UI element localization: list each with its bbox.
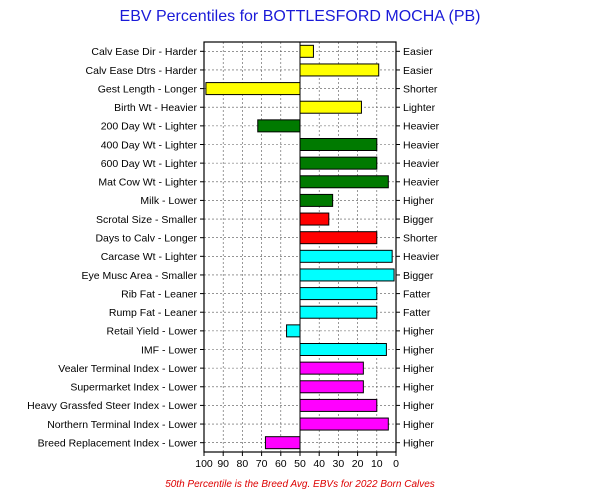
trait-left-label: Scrotal Size - Smaller [96, 214, 197, 226]
trait-bar [299, 343, 387, 356]
trait-right-label: Higher [403, 363, 434, 375]
trait-bar [299, 138, 378, 151]
trait-left-label: Retail Yield - Lower [107, 326, 198, 338]
x-tick-label: 50 [294, 458, 306, 470]
trait-right-label: Fatter [403, 307, 431, 319]
x-tick-label: 60 [275, 458, 287, 470]
trait-right-label: Heavier [403, 177, 440, 189]
right-labels: Easier Easier Shorter Lighter Heavier Heavier… [396, 46, 440, 449]
trait-left-label: Mat Cow Wt - Lighter [98, 177, 197, 189]
trait-right-label: Higher [403, 382, 434, 394]
trait-bar [299, 212, 330, 226]
trait-left-label: Rump Fat - Leaner [109, 307, 198, 319]
trait-right-label: Easier [403, 46, 433, 58]
trait-bar [299, 156, 378, 170]
trait-bar [299, 249, 393, 263]
trait-left-label: Days to Calv - Longer [95, 232, 197, 244]
trait-right-label: Heavier [403, 251, 440, 263]
x-tick-label: 100 [195, 458, 213, 470]
trait-bar [299, 231, 378, 245]
trait-bar [257, 119, 301, 133]
trait-right-label: Lighter [403, 102, 436, 114]
trait-right-label: Higher [403, 419, 434, 431]
trait-left-label: 400 Day Wt - Lighter [101, 139, 198, 151]
trait-bar [205, 82, 301, 96]
trait-right-label: Heavier [403, 139, 440, 151]
trait-bar [299, 398, 378, 412]
x-tick-label: 70 [256, 458, 268, 470]
trait-right-label: Higher [403, 326, 434, 338]
trait-left-label: 600 Day Wt - Lighter [101, 158, 198, 170]
trait-bar [299, 417, 389, 431]
trait-right-label: Heavier [403, 121, 440, 133]
trait-right-label: Higher [403, 344, 434, 356]
chart-footnote: 50th Percentile is the Breed Avg. EBVs f… [165, 479, 435, 490]
trait-right-label: Shorter [403, 83, 438, 95]
x-tick-label: 90 [217, 458, 229, 470]
trait-bar [299, 305, 378, 319]
x-tick-label: 20 [352, 458, 364, 470]
trait-left-label: Breed Replacement Index - Lower [38, 437, 198, 449]
left-labels: Calv Ease Dir - Harder Calv Ease Dtrs - H… [27, 46, 204, 449]
trait-left-label: Milk - Lower [140, 195, 197, 207]
trait-left-label: Rib Fat - Leaner [121, 288, 197, 300]
trait-bar [299, 361, 364, 375]
trait-bar [299, 268, 395, 282]
trait-bar [299, 287, 378, 301]
trait-right-label: Easier [403, 65, 433, 77]
trait-left-label: Eye Musc Area - Smaller [81, 270, 197, 282]
x-tick-label: 30 [333, 458, 345, 470]
x-tick-label: 10 [371, 458, 383, 470]
trait-right-label: Higher [403, 400, 434, 412]
trait-right-label: Heavier [403, 158, 440, 170]
trait-bar [286, 324, 301, 338]
trait-right-label: Higher [403, 195, 434, 207]
trait-right-label: Higher [403, 437, 434, 449]
x-axis-ticks: 100 90 80 70 60 50 40 30 20 10 0 [195, 452, 399, 470]
trait-bar [264, 436, 301, 450]
trait-left-label: Calv Ease Dir - Harder [91, 46, 197, 58]
x-tick-label: 40 [313, 458, 325, 470]
trait-right-label: Bigger [403, 214, 434, 226]
x-tick-label: 80 [237, 458, 249, 470]
x-tick-label: 0 [393, 458, 399, 470]
trait-bar [299, 44, 314, 58]
trait-bar [299, 380, 364, 394]
trait-right-label: Shorter [403, 232, 438, 244]
chart-title: EBV Percentiles for BOTTLESFORD MOCHA (P… [120, 8, 481, 25]
trait-left-label: Vealer Terminal Index - Lower [58, 363, 197, 375]
trait-bar [299, 193, 334, 207]
trait-left-label: Northern Terminal Index - Lower [47, 419, 197, 431]
trait-right-label: Bigger [403, 270, 434, 282]
trait-right-label: Fatter [403, 288, 431, 300]
trait-bar [299, 175, 389, 189]
trait-left-label: 200 Day Wt - Lighter [101, 121, 198, 133]
trait-left-label: Supermarket Index - Lower [70, 382, 197, 394]
trait-left-label: Carcase Wt - Lighter [101, 251, 198, 263]
trait-bar [299, 100, 362, 114]
trait-left-label: IMF - Lower [141, 344, 198, 356]
trait-left-label: Heavy Grassfed Steer Index - Lower [27, 400, 197, 412]
trait-left-label: Birth Wt - Heavier [114, 102, 197, 114]
trait-left-label: Calv Ease Dtrs - Harder [86, 65, 198, 77]
trait-bar [299, 63, 380, 77]
trait-left-label: Gest Length - Longer [98, 83, 198, 95]
